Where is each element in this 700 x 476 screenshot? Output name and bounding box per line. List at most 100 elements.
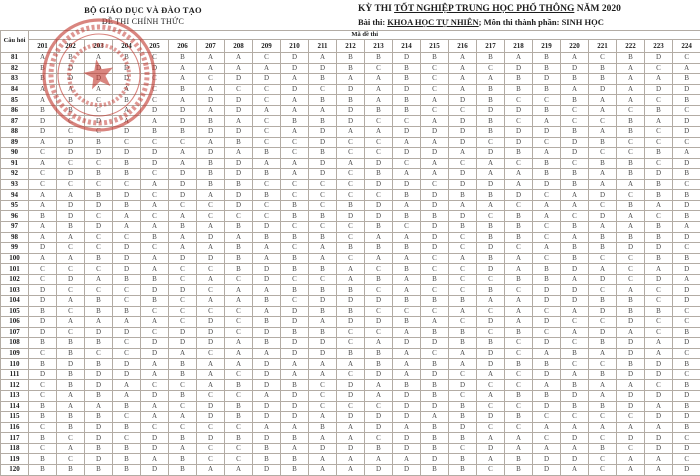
answer-cell: C xyxy=(476,326,505,339)
answer-cell: A xyxy=(616,453,645,465)
answer-row: 109 C B C C D A C A A D D B B A C A D C A B A D A C xyxy=(0,347,700,360)
answer-cell: C xyxy=(671,453,700,465)
answer-cell: C xyxy=(588,199,617,212)
answer-cell: C xyxy=(504,400,533,413)
answer-cell: D xyxy=(671,390,700,402)
answer-cell: D xyxy=(280,62,309,75)
answer-cell: A xyxy=(280,168,309,180)
answer-cell: B xyxy=(588,368,617,381)
answer-row: 94 A A B D C D A D B C C C C B D B B D C A D C B B xyxy=(0,189,700,201)
answer-cell: B xyxy=(280,284,309,296)
question-number: 107 xyxy=(0,326,29,339)
answer-cell: D xyxy=(671,125,700,138)
answer-cell: A xyxy=(588,221,617,233)
answer-cell: C xyxy=(224,273,253,286)
exam-code-header: 211 xyxy=(308,39,337,53)
answer-cell: C xyxy=(644,326,673,339)
answer-cell: A xyxy=(448,52,477,64)
answer-cell: D xyxy=(420,199,449,212)
answer-cell: C xyxy=(616,147,645,159)
answer-cell: B xyxy=(504,210,533,222)
answer-cell: A xyxy=(532,379,561,391)
answer-cell: D xyxy=(196,326,225,339)
answer-cell: C xyxy=(588,115,617,127)
answer-cell: B xyxy=(252,168,281,180)
answer-cell: C xyxy=(504,379,533,391)
answer-cell: A xyxy=(476,368,505,381)
answer-cell: C xyxy=(140,326,169,339)
answer-cell: D xyxy=(112,189,141,201)
answer-cell: B xyxy=(168,453,197,465)
answer-cell: C xyxy=(280,273,309,286)
question-number: 105 xyxy=(0,305,29,318)
answer-cell: C xyxy=(28,347,57,360)
exam-code-row: 201 202 203 204 205 206 207 208 209 210 211 212 213 2… xyxy=(1,39,700,53)
answer-cell: D xyxy=(560,390,589,402)
question-number: 86 xyxy=(0,104,29,117)
answer-cell: C xyxy=(252,178,281,191)
answer-cell: B xyxy=(448,400,477,413)
answer-cell: B xyxy=(84,411,113,423)
answer-cell: D xyxy=(644,411,673,423)
answer-cell: C xyxy=(140,94,169,106)
exam-code-header: 206 xyxy=(168,39,197,53)
answer-cell: C xyxy=(56,326,85,339)
answer-cell: C xyxy=(504,284,533,296)
answer-cell: D xyxy=(224,104,253,117)
answer-cell: A xyxy=(616,463,645,476)
answer-cell: C xyxy=(448,273,477,286)
answer-cell: A xyxy=(560,83,589,96)
answer-cell: C xyxy=(364,189,393,201)
answer-cell: C xyxy=(112,294,141,307)
answer-cell: C xyxy=(476,463,505,476)
answer-cell: D xyxy=(392,432,421,444)
answer-cell: D xyxy=(28,316,57,328)
answer-cell: A xyxy=(588,379,617,391)
answer-cell: D xyxy=(671,83,700,96)
answer-cell: B xyxy=(392,242,421,254)
answer-cell: B xyxy=(308,73,337,85)
answer-cell: C xyxy=(84,104,113,117)
answer-cell: D xyxy=(56,73,85,85)
answer-cell: A xyxy=(196,104,225,117)
answer-row: 101 C C C D A C C B D B B A C B C C D A B D A C A D xyxy=(0,263,700,275)
answer-cell: C xyxy=(84,242,113,254)
answer-cell: A xyxy=(224,147,253,159)
answer-cell: B xyxy=(392,104,421,117)
answer-cell: D xyxy=(252,411,281,423)
question-number: 98 xyxy=(0,231,29,244)
answer-cell: C xyxy=(588,432,617,444)
answer-cell: B xyxy=(280,379,309,391)
answer-cell: A xyxy=(336,358,365,370)
answer-cell: A xyxy=(392,358,421,370)
answer-cell: A xyxy=(336,125,365,138)
answer-cell: D xyxy=(671,199,700,212)
answer-cell: C xyxy=(140,136,169,149)
answer-cell: B xyxy=(448,463,477,476)
answer-cell: D xyxy=(448,94,477,106)
answer-cell: B xyxy=(112,157,141,170)
answer-row: 118 C A B B D A C C B A D D B D B C D A A A B C D D xyxy=(0,442,700,455)
answer-cell: D xyxy=(532,453,561,465)
answer-cell: C xyxy=(336,178,365,191)
answer-cell: C xyxy=(252,83,281,96)
answer-cell: D xyxy=(112,358,141,370)
answer-cell: A xyxy=(112,115,141,127)
answer-cell: C xyxy=(476,400,505,413)
answer-cell: D xyxy=(28,125,57,138)
answer-cell: A xyxy=(224,463,253,476)
answer-cell: C xyxy=(644,94,673,106)
answer-cell: B xyxy=(504,390,533,402)
answer-cell: C xyxy=(224,83,253,96)
answer-cell: D xyxy=(420,337,449,349)
answer-cell: C xyxy=(364,326,393,339)
answer-cell: A xyxy=(56,400,85,413)
answer-cell: D xyxy=(84,379,113,391)
answer-cell: B xyxy=(671,358,700,370)
answer-cell: D xyxy=(532,284,561,296)
answer-cell: C xyxy=(476,305,505,318)
answer-cell: C xyxy=(140,379,169,391)
answer-cell: A xyxy=(504,316,533,328)
answer-cell: B xyxy=(420,358,449,370)
answer-cell: B xyxy=(644,231,673,244)
